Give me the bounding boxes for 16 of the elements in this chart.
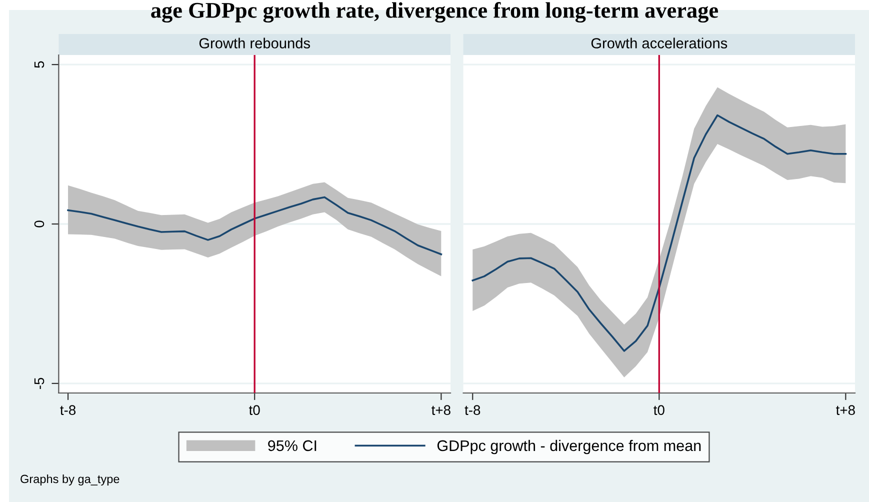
text: Graphs by ga_type — [20, 474, 120, 486]
x-tick-label: t+8 — [836, 405, 855, 416]
chart-title: Growth rebounds — [199, 38, 310, 48]
line-series — [67, 196, 442, 256]
x-tick-label: t+8 — [432, 405, 450, 416]
legend-label: GDPpc growth - divergence from mean — [437, 440, 701, 454]
text: age GDPpc growth rate, divergence from long-term average — [151, 2, 718, 23]
x-tick-label: t-8 — [464, 405, 480, 416]
text: 95% CI — [268, 440, 316, 452]
y-tick-label: -5 — [34, 378, 44, 389]
y-tick-label: 5 — [34, 61, 44, 68]
x-tick-label: t0 — [654, 405, 664, 416]
x-tick-label: t0 — [249, 405, 260, 416]
x-tick-label: t-8 — [60, 405, 76, 416]
chart-title: Growth accelerations — [591, 38, 728, 48]
y-tick-label: 0 — [34, 220, 44, 228]
